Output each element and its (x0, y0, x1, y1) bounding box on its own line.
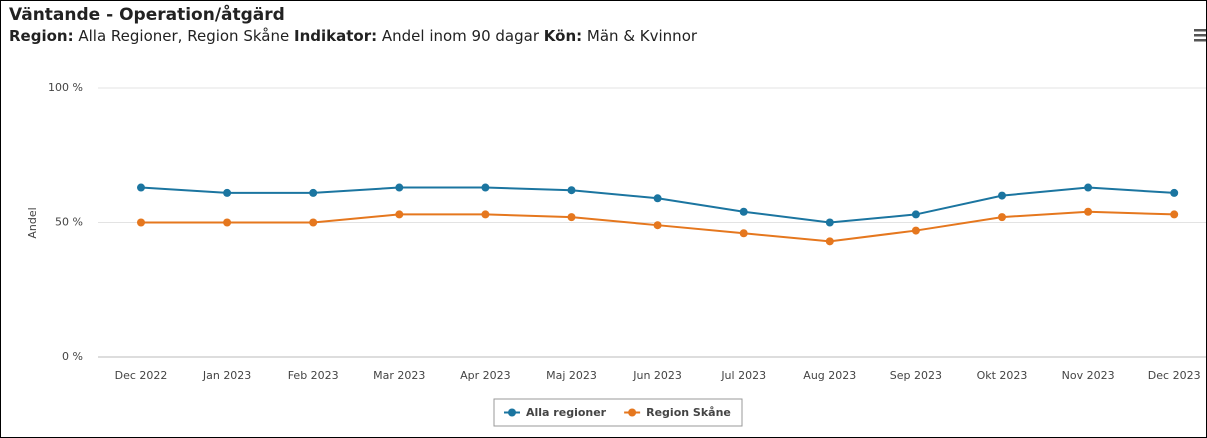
filter-value: Män & Kvinnor (586, 27, 698, 45)
legend-label: Region Skåne (646, 406, 731, 419)
data-point (395, 210, 404, 219)
data-point (825, 237, 834, 246)
data-point (137, 183, 145, 192)
y-tick-label: 100 % (48, 81, 83, 94)
data-point (223, 188, 232, 197)
data-point (998, 213, 1006, 222)
data-point (739, 207, 748, 216)
x-tick-label: Nov 2023 (1062, 369, 1115, 382)
x-tick-label: Feb 2023 (288, 369, 339, 382)
legend: Alla regioner Region Skåne (493, 398, 743, 427)
x-tick-label: Mar 2023 (373, 369, 425, 382)
filter-value: Andel inom 90 dagar (381, 27, 540, 45)
filter-label: Kön: (543, 27, 583, 45)
data-point (1084, 207, 1093, 216)
data-point (653, 194, 662, 203)
data-point (1170, 188, 1179, 197)
data-point (567, 186, 576, 195)
data-point (309, 188, 318, 197)
legend-symbol (628, 408, 637, 417)
data-point (911, 226, 920, 235)
x-tick-label: Jul 2023 (720, 369, 766, 382)
filter-label: Indikator: (293, 27, 378, 45)
data-point (911, 210, 920, 219)
x-tick-label: Apr 2023 (460, 369, 511, 382)
chart-subtitle: Region: Alla Regioner, Region Skåne Indi… (9, 27, 697, 45)
filter-value: Alla Regioner, Region Skåne (78, 27, 290, 45)
data-point (825, 218, 834, 227)
y-axis-label: Andel (26, 207, 39, 238)
x-tick-label: Okt 2023 (977, 369, 1028, 382)
chart-title: Väntande - Operation/åtgärd (9, 5, 285, 25)
x-tick-label: Maj 2023 (546, 369, 597, 382)
x-tick-label: Jan 2023 (202, 369, 251, 382)
data-point (309, 218, 318, 227)
legend-symbol (508, 408, 516, 417)
data-point (481, 210, 490, 219)
legend-label: Alla regioner (526, 406, 607, 419)
menu-icon[interactable] (1194, 29, 1206, 42)
x-tick-label: Sep 2023 (890, 369, 942, 382)
data-point (567, 213, 576, 222)
x-tick-label: Dec 2023 (1148, 369, 1201, 382)
filter-label: Region: (9, 27, 74, 45)
data-point (1084, 183, 1093, 192)
y-tick-label: 50 % (55, 216, 83, 229)
data-point (395, 183, 404, 192)
data-point (1170, 210, 1179, 219)
data-point (137, 218, 145, 227)
x-tick-label: Dec 2022 (115, 369, 168, 382)
data-point (739, 229, 748, 238)
series-line (140, 186, 1175, 224)
x-tick-label: Aug 2023 (803, 369, 856, 382)
x-tick-label: Jun 2023 (632, 369, 682, 382)
data-point (998, 191, 1006, 200)
y-tick-label: 0 % (62, 350, 83, 363)
data-point (653, 221, 662, 230)
legend-box (493, 398, 743, 427)
data-point (481, 183, 490, 192)
data-point (223, 218, 232, 227)
